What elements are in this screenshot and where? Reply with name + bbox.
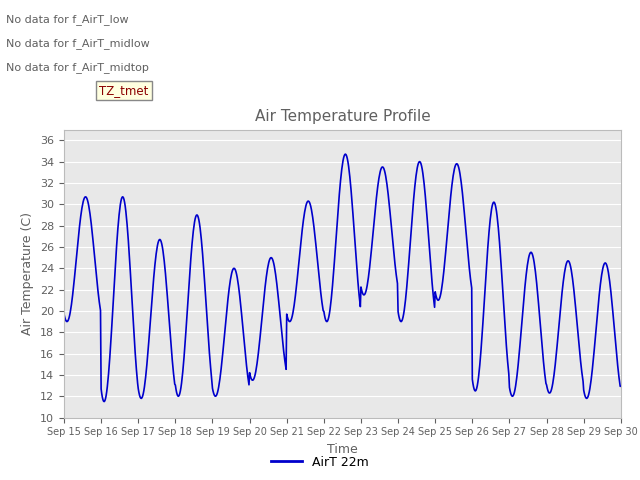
Text: TZ_tmet: TZ_tmet — [99, 84, 148, 97]
Text: No data for f_AirT_low: No data for f_AirT_low — [6, 14, 129, 25]
X-axis label: Time: Time — [327, 443, 358, 456]
Legend: AirT 22m: AirT 22m — [266, 451, 374, 474]
Title: Air Temperature Profile: Air Temperature Profile — [255, 109, 430, 124]
Text: No data for f_AirT_midlow: No data for f_AirT_midlow — [6, 38, 150, 49]
Y-axis label: Air Temperature (C): Air Temperature (C) — [22, 212, 35, 335]
Text: No data for f_AirT_midtop: No data for f_AirT_midtop — [6, 62, 149, 73]
